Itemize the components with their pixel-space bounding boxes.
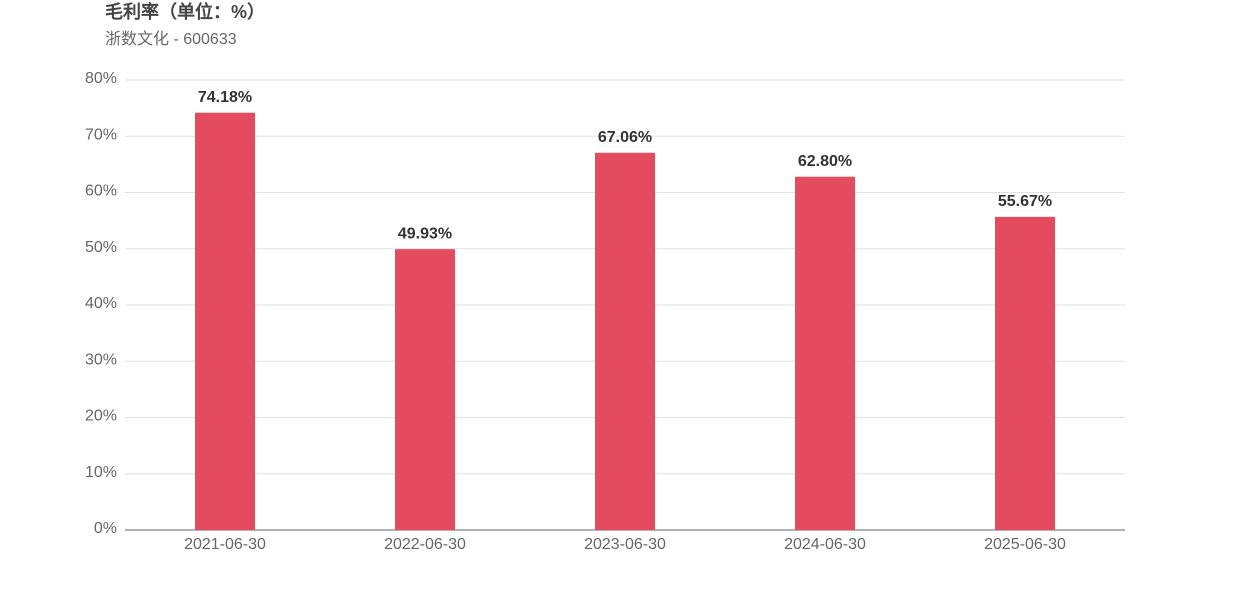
y-tick-label: 60%	[85, 183, 117, 200]
y-tick-label: 70%	[85, 126, 117, 143]
x-tick-label: 2022-06-30	[384, 536, 466, 553]
y-tick-label: 50%	[85, 239, 117, 256]
y-tick-label: 20%	[85, 408, 117, 425]
value-label: 67.06%	[598, 129, 652, 146]
y-tick-label: 30%	[85, 351, 117, 368]
value-label: 62.80%	[798, 153, 852, 170]
x-tick-label: 2025-06-30	[984, 536, 1066, 553]
y-tick-label: 80%	[85, 70, 117, 87]
x-tick-label: 2021-06-30	[184, 536, 266, 553]
y-tick-label: 10%	[85, 464, 117, 481]
value-label: 49.93%	[398, 225, 452, 242]
chart-title: 毛利率（单位：%）	[105, 1, 265, 22]
bar	[795, 176, 855, 530]
bar	[395, 249, 455, 531]
value-label: 55.67%	[998, 193, 1052, 210]
value-label: 74.18%	[198, 89, 252, 106]
bar	[995, 216, 1055, 530]
bar	[195, 112, 255, 531]
x-tick-label: 2023-06-30	[584, 536, 666, 553]
y-tick-label: 0%	[94, 520, 117, 537]
x-tick-label: 2024-06-30	[784, 536, 866, 553]
chart-subtitle: 浙数文化 - 600633	[105, 30, 237, 48]
y-tick-label: 40%	[85, 295, 117, 312]
bar	[595, 152, 655, 530]
